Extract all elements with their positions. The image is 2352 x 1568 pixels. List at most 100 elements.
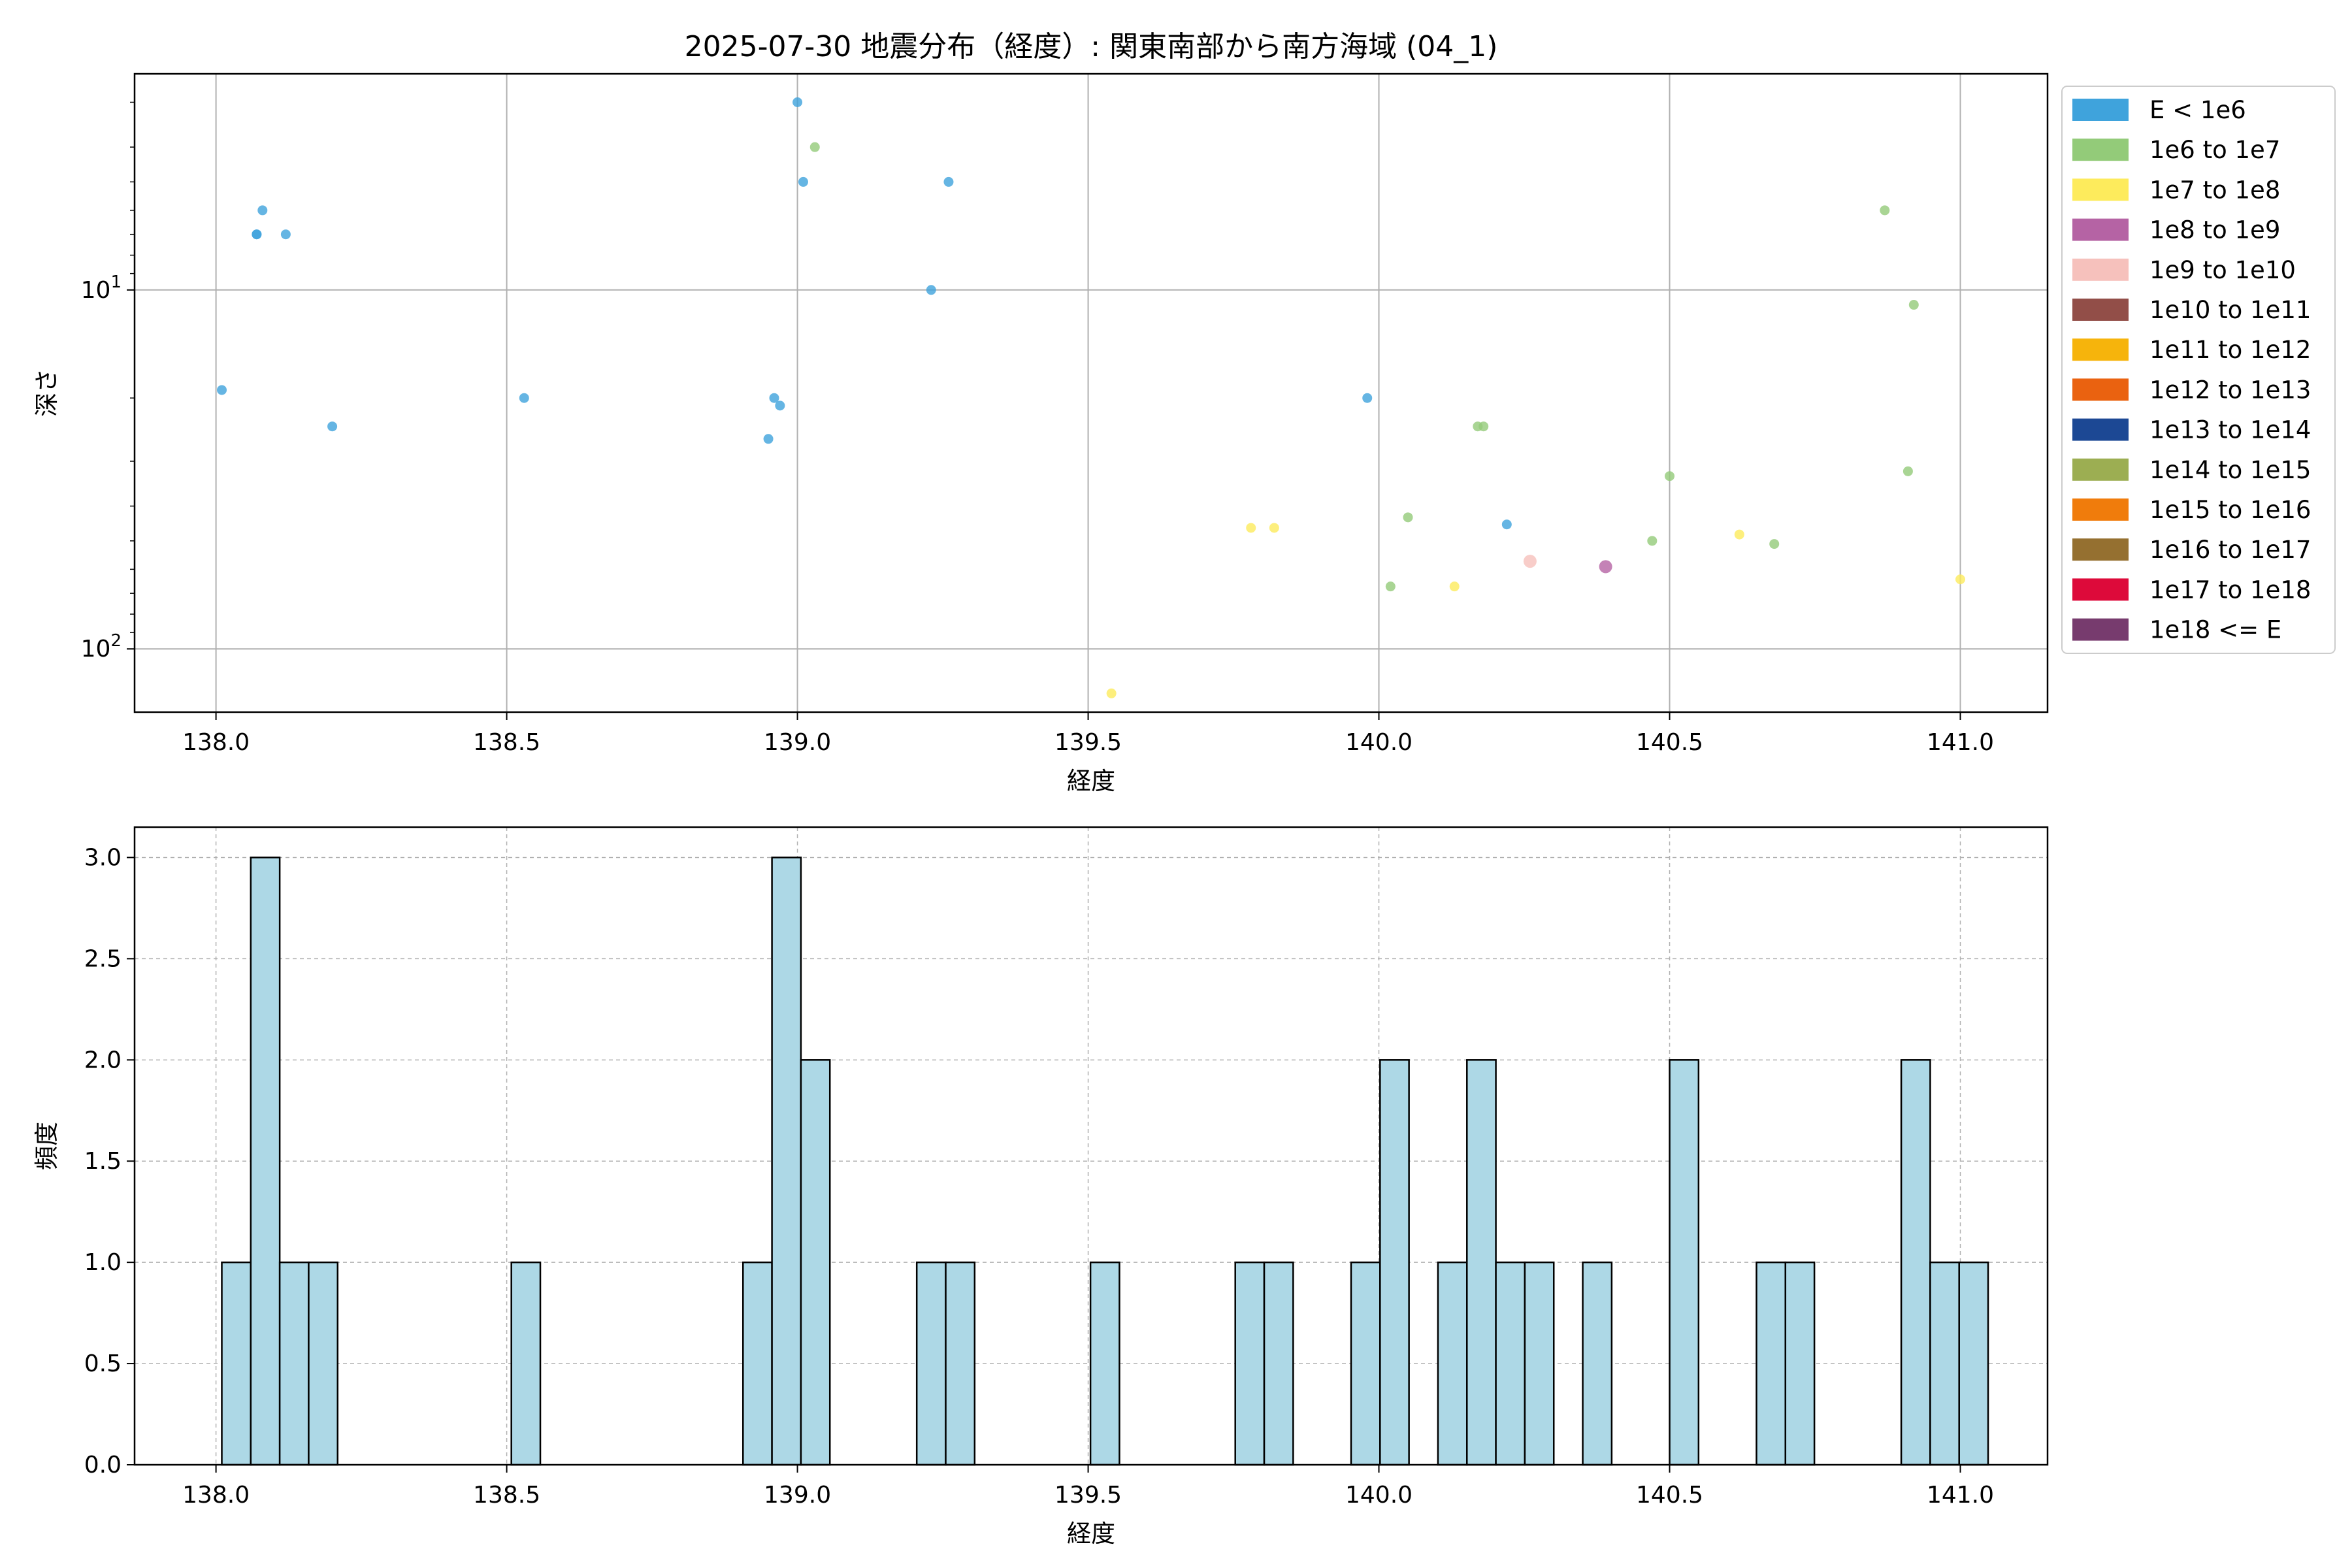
scatter-x-ticks: 138.0 138.5 139.0 139.5 140.0 140.5 141.0 xyxy=(182,712,1994,756)
scatter-point xyxy=(1903,466,1913,476)
scatter-point xyxy=(792,97,803,108)
histogram-bars xyxy=(221,857,1989,1466)
chart-title: 2025-07-30 地震分布（経度）: 関東南部から南方海域 (04_1) xyxy=(685,30,1498,63)
histogram-x-tick-label: 139.5 xyxy=(1054,1482,1122,1509)
histogram-y-tick-label: 3.0 xyxy=(84,844,122,871)
legend-label: 1e12 to 1e13 xyxy=(2149,376,2311,404)
scatter-point xyxy=(1523,555,1537,568)
histogram-bar xyxy=(1263,1261,1294,1466)
legend-label: 1e15 to 1e16 xyxy=(2149,496,2311,524)
scatter-point xyxy=(519,393,529,403)
legend: E < 1e6 1e6 to 1e7 1e7 to 1e8 1e8 to 1e9 1e9… xyxy=(2061,86,2336,654)
histogram-bar xyxy=(1350,1261,1381,1466)
scatter-y-label: 深さ xyxy=(33,368,61,417)
legend-swatch xyxy=(2072,418,2129,441)
histogram-y-tick-label: 1.5 xyxy=(84,1148,122,1175)
legend-swatch xyxy=(2072,618,2129,641)
scatter-point xyxy=(252,229,262,240)
legend-label: 1e7 to 1e8 xyxy=(2149,176,2280,204)
histogram-y-tick-label: 2.0 xyxy=(84,1047,122,1073)
scatter-point xyxy=(1478,421,1489,432)
histogram-bar xyxy=(1437,1261,1468,1466)
scatter-x-tick-label: 140.5 xyxy=(1636,729,1703,756)
histogram-bar xyxy=(1669,1059,1700,1466)
legend-label: E < 1e6 xyxy=(2149,96,2246,124)
histogram-bar xyxy=(771,857,802,1466)
histogram-x-ticks: 138.0 138.5 139.0 139.5 140.0 140.5 141.0 xyxy=(182,1465,1994,1509)
legend-label: 1e13 to 1e14 xyxy=(2149,416,2311,444)
histogram-bar xyxy=(308,1261,339,1466)
scatter-point xyxy=(769,393,779,403)
scatter-point xyxy=(216,385,227,395)
histogram-bar xyxy=(278,1261,310,1466)
scatter-point xyxy=(1880,205,1890,216)
scatter-points xyxy=(216,97,1966,698)
histogram-bar xyxy=(1958,1261,1989,1466)
histogram-x-tick-label: 139.0 xyxy=(764,1482,831,1509)
scatter-point xyxy=(763,434,774,444)
legend-label: 1e14 to 1e15 xyxy=(2149,456,2311,484)
histogram-bar xyxy=(1784,1261,1816,1466)
scatter-x-tick-label: 141.0 xyxy=(1927,729,1994,756)
legend-label: 1e6 to 1e7 xyxy=(2149,136,2280,164)
histogram-bar xyxy=(742,1261,773,1466)
histogram-x-tick-label: 140.0 xyxy=(1345,1482,1413,1509)
scatter-point xyxy=(1246,523,1256,533)
legend-swatch xyxy=(2072,299,2129,321)
scatter-x-tick-label: 138.5 xyxy=(473,729,540,756)
histogram-x-tick-label: 141.0 xyxy=(1927,1482,1994,1509)
scatter-point xyxy=(926,285,936,295)
histogram-bar xyxy=(1929,1261,1960,1466)
histogram-bar xyxy=(1234,1261,1266,1466)
histogram-y-tick-label: 1.0 xyxy=(84,1249,122,1276)
scatter-x-tick-label: 138.0 xyxy=(182,729,250,756)
legend-items: E < 1e6 1e6 to 1e7 1e7 to 1e8 1e8 to 1e9 1e9… xyxy=(2072,96,2311,644)
histogram-x-tick-label: 138.0 xyxy=(182,1482,250,1509)
histogram-frame xyxy=(133,826,2049,1466)
histogram-bar xyxy=(1524,1261,1555,1466)
legend-swatch xyxy=(2072,498,2129,521)
scatter-point xyxy=(1647,536,1658,546)
scatter-x-label: 経度 xyxy=(1067,767,1115,795)
histogram-y-ticks: 0.0 0.5 1.0 1.5 2.0 2.5 3.0 xyxy=(84,844,135,1478)
scatter-point xyxy=(1734,529,1744,540)
legend-swatch xyxy=(2072,458,2129,481)
histogram-y-label: 頻度 xyxy=(33,1122,61,1170)
legend-swatch xyxy=(2072,538,2129,561)
histogram-x-label: 経度 xyxy=(1067,1520,1115,1548)
histogram-bar xyxy=(915,1261,947,1466)
legend-swatch xyxy=(2072,578,2129,601)
scatter-point xyxy=(327,421,338,432)
histogram-bar xyxy=(945,1261,976,1466)
scatter-frame xyxy=(133,73,2049,713)
legend-swatch xyxy=(2072,139,2129,161)
scatter-point xyxy=(1403,512,1413,523)
histogram-x-tick-label: 138.5 xyxy=(473,1482,540,1509)
scatter-point xyxy=(257,205,268,216)
scatter-point xyxy=(1362,393,1373,403)
histogram-bar xyxy=(1089,1261,1120,1466)
legend-frame xyxy=(2061,86,2336,654)
histogram-bar xyxy=(510,1261,542,1466)
histogram-bar xyxy=(1466,1059,1497,1466)
scatter-x-tick-label: 139.0 xyxy=(764,729,831,756)
scatter-point xyxy=(1599,560,1612,574)
legend-label: 1e17 to 1e18 xyxy=(2149,576,2311,604)
scatter-point xyxy=(1501,519,1512,530)
scatter-x-tick-label: 140.0 xyxy=(1345,729,1413,756)
histogram-bar xyxy=(250,857,281,1466)
histogram-y-tick-label: 0.5 xyxy=(84,1350,122,1377)
scatter-point xyxy=(943,176,954,187)
scatter-point xyxy=(809,142,820,152)
scatter-grid xyxy=(135,74,2048,712)
histogram-bar xyxy=(1582,1261,1613,1466)
scatter-point xyxy=(798,176,808,187)
scatter-point xyxy=(280,229,291,240)
legend-swatch xyxy=(2072,99,2129,121)
legend-swatch xyxy=(2072,218,2129,241)
scatter-point xyxy=(1449,581,1460,592)
histogram-bar xyxy=(1900,1059,1931,1466)
scatter-point xyxy=(1955,574,1966,585)
